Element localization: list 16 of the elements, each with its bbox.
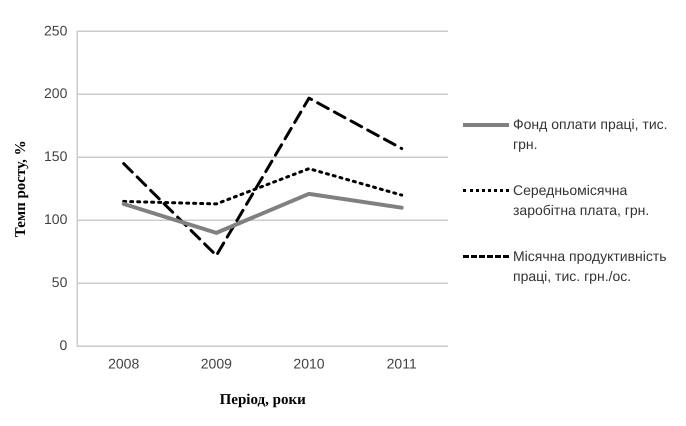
x-axis-title: Період, роки xyxy=(220,392,306,408)
x-tick-label: 2009 xyxy=(200,355,232,372)
x-tick-label: 2011 xyxy=(386,355,417,372)
line-series xyxy=(122,96,404,258)
y-tick-label: 250 xyxy=(44,22,68,38)
y-tick-label: 100 xyxy=(44,211,68,228)
legend-label: Фонд оплати праці, тис. грн. xyxy=(513,115,669,154)
y-tick-label: 150 xyxy=(44,148,68,164)
y-axis-title: Темп росту, % xyxy=(12,140,29,238)
x-tick-label: 2010 xyxy=(293,355,325,372)
legend-label: Місячна продуктивність праці, тис. грн./ос. xyxy=(513,247,668,286)
y-tick-label: 0 xyxy=(60,337,68,354)
x-tick-label: 2008 xyxy=(108,355,140,372)
legend-label: Середньомісячна заробітна плата, грн. xyxy=(513,181,650,220)
y-tick-label: 50 xyxy=(52,274,68,290)
y-tick-label: 200 xyxy=(44,85,68,102)
